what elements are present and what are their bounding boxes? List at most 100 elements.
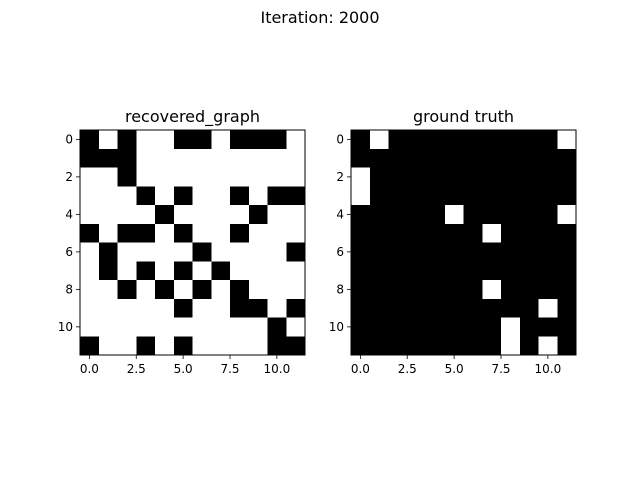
heatmap-cell xyxy=(501,223,521,243)
heatmap-cell xyxy=(519,317,539,337)
heatmap-cell xyxy=(192,317,212,337)
heatmap-cell xyxy=(501,242,521,262)
heatmap-cell xyxy=(230,242,250,262)
heatmap-cell xyxy=(557,205,577,225)
x-axis: 0.0 2.5 5.0 7.5 10.0 xyxy=(351,355,561,376)
heatmap-cell xyxy=(426,148,446,168)
chart-title: ground truth xyxy=(413,107,514,126)
heatmap-cell xyxy=(80,205,100,225)
heatmap-cell xyxy=(444,223,464,243)
heatmap-cell xyxy=(173,336,193,356)
x-tick-label: 2.5 xyxy=(398,362,417,376)
heatmap-cell xyxy=(267,261,287,281)
heatmap-cell xyxy=(173,242,193,262)
heatmap-cell xyxy=(155,167,175,187)
heatmap-cell xyxy=(286,167,306,187)
y-tick-label: 0 xyxy=(336,132,344,146)
heatmap-cell xyxy=(557,298,577,318)
heatmap-cell xyxy=(267,130,287,150)
heatmap-cell xyxy=(388,298,408,318)
heatmap-cell xyxy=(388,205,408,225)
heatmap-cell xyxy=(426,186,446,206)
heatmap-cell xyxy=(538,148,558,168)
heatmap-cell xyxy=(286,298,306,318)
heatmap-cell xyxy=(426,223,446,243)
heatmap-cell xyxy=(407,223,427,243)
heatmap-cell xyxy=(463,186,483,206)
heatmap-cell xyxy=(211,280,231,300)
heatmap-cell xyxy=(286,261,306,281)
heatmap-cell xyxy=(267,223,287,243)
heatmap-cell xyxy=(98,167,118,187)
x-tick-label: 0.0 xyxy=(351,362,370,376)
heatmap-cell xyxy=(211,317,231,337)
heatmap-cell xyxy=(248,242,268,262)
heatmap-cell xyxy=(501,336,521,356)
x-tick-label: 10.0 xyxy=(264,362,291,376)
y-tick-label: 6 xyxy=(336,245,344,259)
heatmap-cell xyxy=(407,186,427,206)
heatmap-cell xyxy=(407,167,427,187)
heatmap-cell xyxy=(248,261,268,281)
heatmap-cell xyxy=(463,148,483,168)
heatmap-cell xyxy=(211,167,231,187)
heatmap-cell xyxy=(463,167,483,187)
axes-frame xyxy=(350,129,577,356)
heatmap-cell xyxy=(538,298,558,318)
heatmap-cell xyxy=(286,130,306,150)
heatmap-cell xyxy=(248,280,268,300)
heatmap-cell xyxy=(211,336,231,356)
x-tick-label: 7.5 xyxy=(220,362,239,376)
heatmap-cell xyxy=(388,317,408,337)
heatmap-cell xyxy=(351,336,371,356)
heatmap-cell xyxy=(407,130,427,150)
heatmap-cell xyxy=(98,336,118,356)
heatmap-cell xyxy=(192,223,212,243)
heatmap-cell xyxy=(267,280,287,300)
heatmap-cell xyxy=(211,261,231,281)
heatmap-cell xyxy=(444,130,464,150)
heatmap-cell xyxy=(136,186,156,206)
heatmap-cell xyxy=(444,280,464,300)
heatmap-cell xyxy=(463,205,483,225)
heatmap-cell xyxy=(155,336,175,356)
heatmap-cell xyxy=(557,223,577,243)
heatmap-cell xyxy=(519,298,539,318)
heatmap-cell xyxy=(444,298,464,318)
heatmap-cell xyxy=(501,130,521,150)
heatmap-cell xyxy=(463,242,483,262)
heatmap-cell xyxy=(482,280,502,300)
heatmap-cell xyxy=(230,298,250,318)
heatmap-cell xyxy=(155,242,175,262)
heatmap-cell xyxy=(519,186,539,206)
heatmap-cell xyxy=(136,317,156,337)
heatmap-cell xyxy=(407,261,427,281)
heatmap-cell xyxy=(211,205,231,225)
heatmap-cell xyxy=(557,167,577,187)
heatmap-cell xyxy=(501,186,521,206)
heatmap-cell xyxy=(407,298,427,318)
heatmap-cell xyxy=(192,186,212,206)
heatmap-cell xyxy=(248,130,268,150)
heatmap-cell xyxy=(519,130,539,150)
heatmap-cell xyxy=(538,223,558,243)
heatmap-cell xyxy=(482,317,502,337)
heatmap-cell xyxy=(444,148,464,168)
heatmap-cell xyxy=(286,336,306,356)
heatmap-cell xyxy=(557,317,577,337)
heatmap-cell xyxy=(426,261,446,281)
heatmap-cell xyxy=(173,130,193,150)
heatmap-cell xyxy=(155,317,175,337)
heatmap-cell xyxy=(407,242,427,262)
heatmap-cell xyxy=(117,223,137,243)
heatmap-cell xyxy=(117,280,137,300)
heatmap-cell xyxy=(155,148,175,168)
heatmap-cell xyxy=(519,148,539,168)
heatmap-cell xyxy=(267,317,287,337)
heatmap-cell xyxy=(230,261,250,281)
heatmap-cell xyxy=(248,205,268,225)
heatmap-cell xyxy=(519,205,539,225)
heatmap-cell xyxy=(351,223,371,243)
heatmap-cell xyxy=(136,242,156,262)
heatmap-cell xyxy=(351,205,371,225)
